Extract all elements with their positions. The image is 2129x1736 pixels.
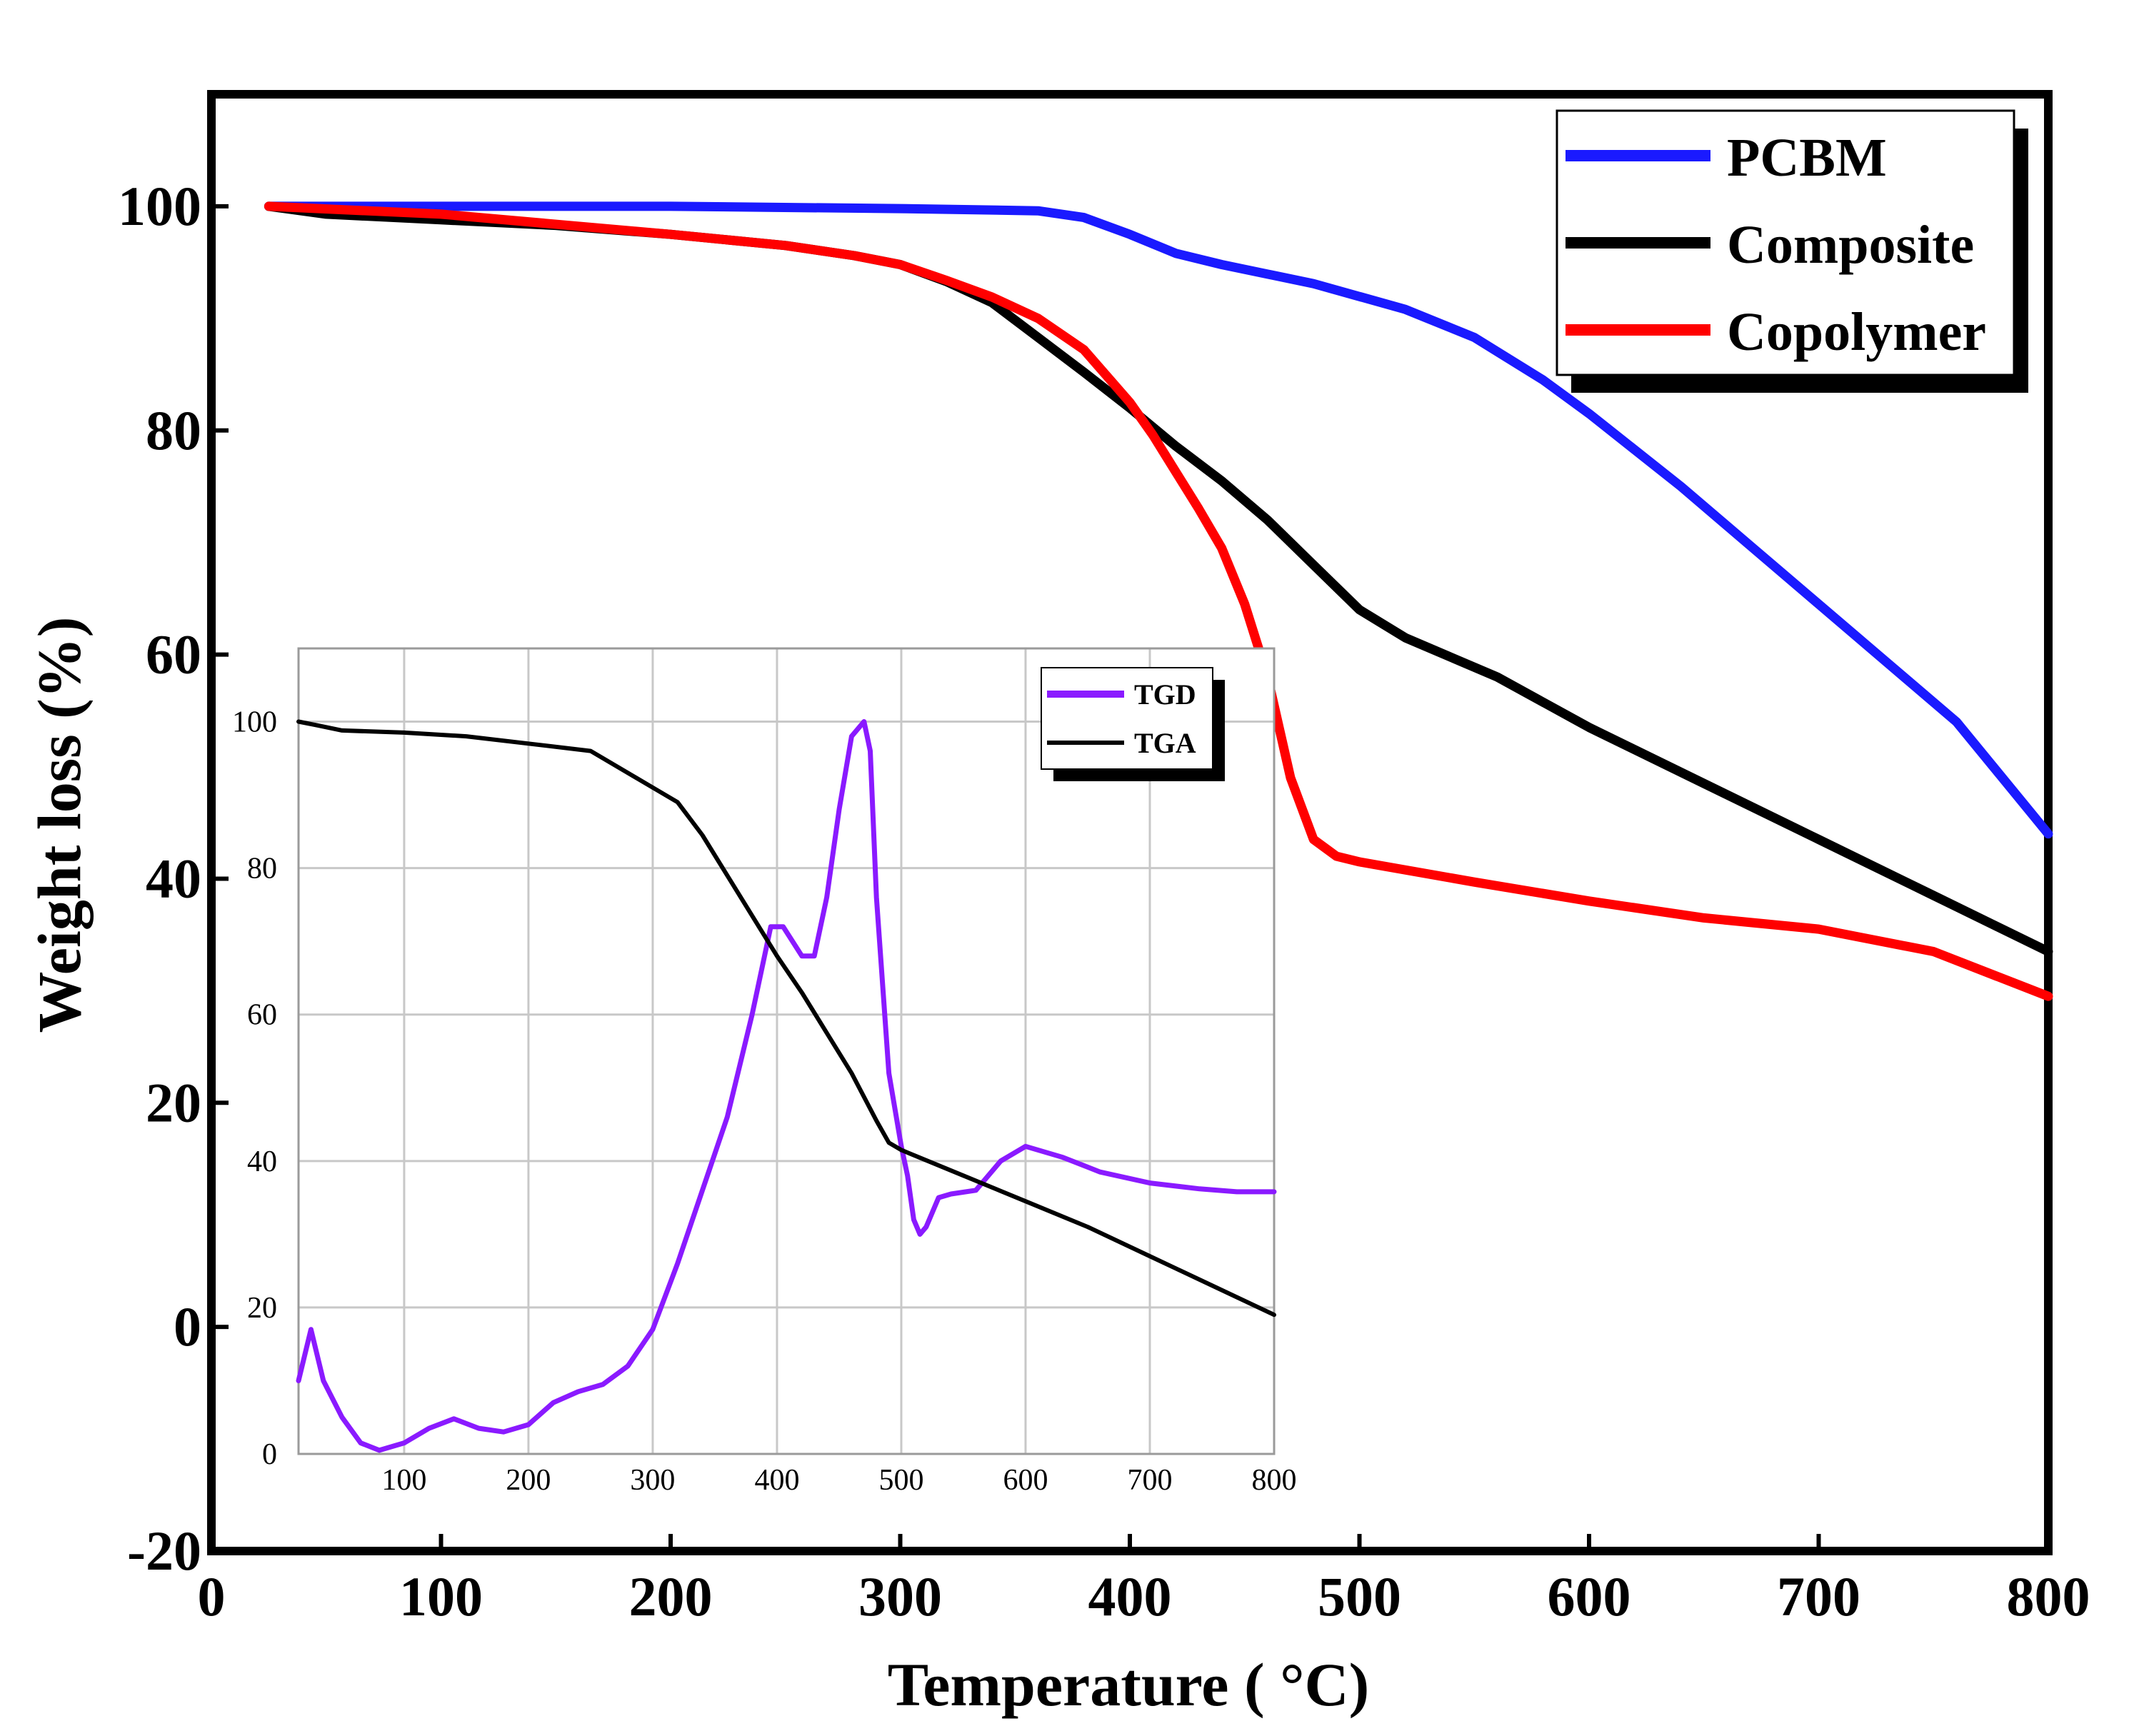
inset-legend-box (1041, 667, 1213, 770)
x-axis-label: Temperature ( °C) (888, 1650, 1369, 1719)
inset-series-line-tga (296, 719, 1276, 1318)
inset-y-tick-label: 0 (262, 1438, 277, 1471)
inset-axes: 100 200 300 400 500 600 700 800 0 20 40 60 80 100 (232, 706, 1297, 1497)
inset-background (299, 648, 1274, 1454)
inset-y-tick-label: 80 (247, 853, 277, 885)
inset-x-tick-label: 800 (1252, 1464, 1297, 1497)
x-tick-label: 400 (1088, 1565, 1172, 1627)
y-tick-label: -20 (127, 1520, 201, 1582)
x-tick-label: 700 (1777, 1565, 1860, 1627)
series-line-pcbm (264, 201, 2053, 839)
legend-label-composite: Composite (1727, 215, 1974, 275)
legend-label-tgd: TGD (1134, 678, 1196, 711)
y-axis-label: Weight loss (%) (25, 617, 94, 1033)
inset-chart: 100 200 300 400 500 600 700 800 0 20 40 60 80 100 TGD… (232, 647, 1297, 1497)
x-tick-label: 800 (2007, 1565, 2090, 1627)
y-tick-label: 60 (146, 623, 201, 686)
main-legend: PCBM Composite Copolymer (1556, 109, 2028, 393)
y-tick-label: 0 (174, 1295, 201, 1358)
inset-frame (297, 647, 1276, 1455)
y-tick-label: 40 (146, 847, 201, 909)
inset-legend: TGD TGA (1041, 667, 1225, 781)
x-tick-label: 500 (1318, 1565, 1401, 1627)
inset-x-tick-label: 500 (878, 1464, 923, 1497)
inset-x-tick-label: 200 (506, 1464, 551, 1497)
y-tick-label: 80 (146, 399, 201, 461)
inset-y-tick-label: 20 (247, 1292, 277, 1325)
x-tick-label: 100 (399, 1565, 483, 1627)
inset-x-tick-label: 400 (754, 1464, 799, 1497)
y-tick-label: 20 (146, 1071, 201, 1133)
x-tick-label: 600 (1548, 1565, 1631, 1627)
inset-series-group (296, 719, 1277, 1453)
inset-x-tick-label: 700 (1127, 1464, 1172, 1497)
inset-x-tick-label: 300 (630, 1464, 675, 1497)
inset-y-tick-label: 60 (247, 999, 277, 1032)
inset-y-tick-label: 40 (247, 1145, 277, 1178)
legend-label-pcbm: PCBM (1727, 128, 1887, 188)
inset-x-tick-label: 600 (1003, 1464, 1048, 1497)
x-tick-label: 300 (858, 1565, 942, 1627)
legend-label-copolymer: Copolymer (1727, 302, 1986, 362)
inset-x-tick-label: 100 (381, 1464, 426, 1497)
y-tick-label: 100 (118, 175, 201, 237)
inset-series-line-tgd (296, 719, 1277, 1453)
inset-y-tick-label: 100 (232, 706, 277, 739)
series-line-copolymer (264, 201, 2053, 1001)
x-tick-label: 0 (198, 1565, 226, 1627)
legend-label-tga: TGA (1134, 727, 1196, 759)
main-series-group (264, 201, 2053, 1001)
x-tick-label: 200 (629, 1565, 713, 1627)
